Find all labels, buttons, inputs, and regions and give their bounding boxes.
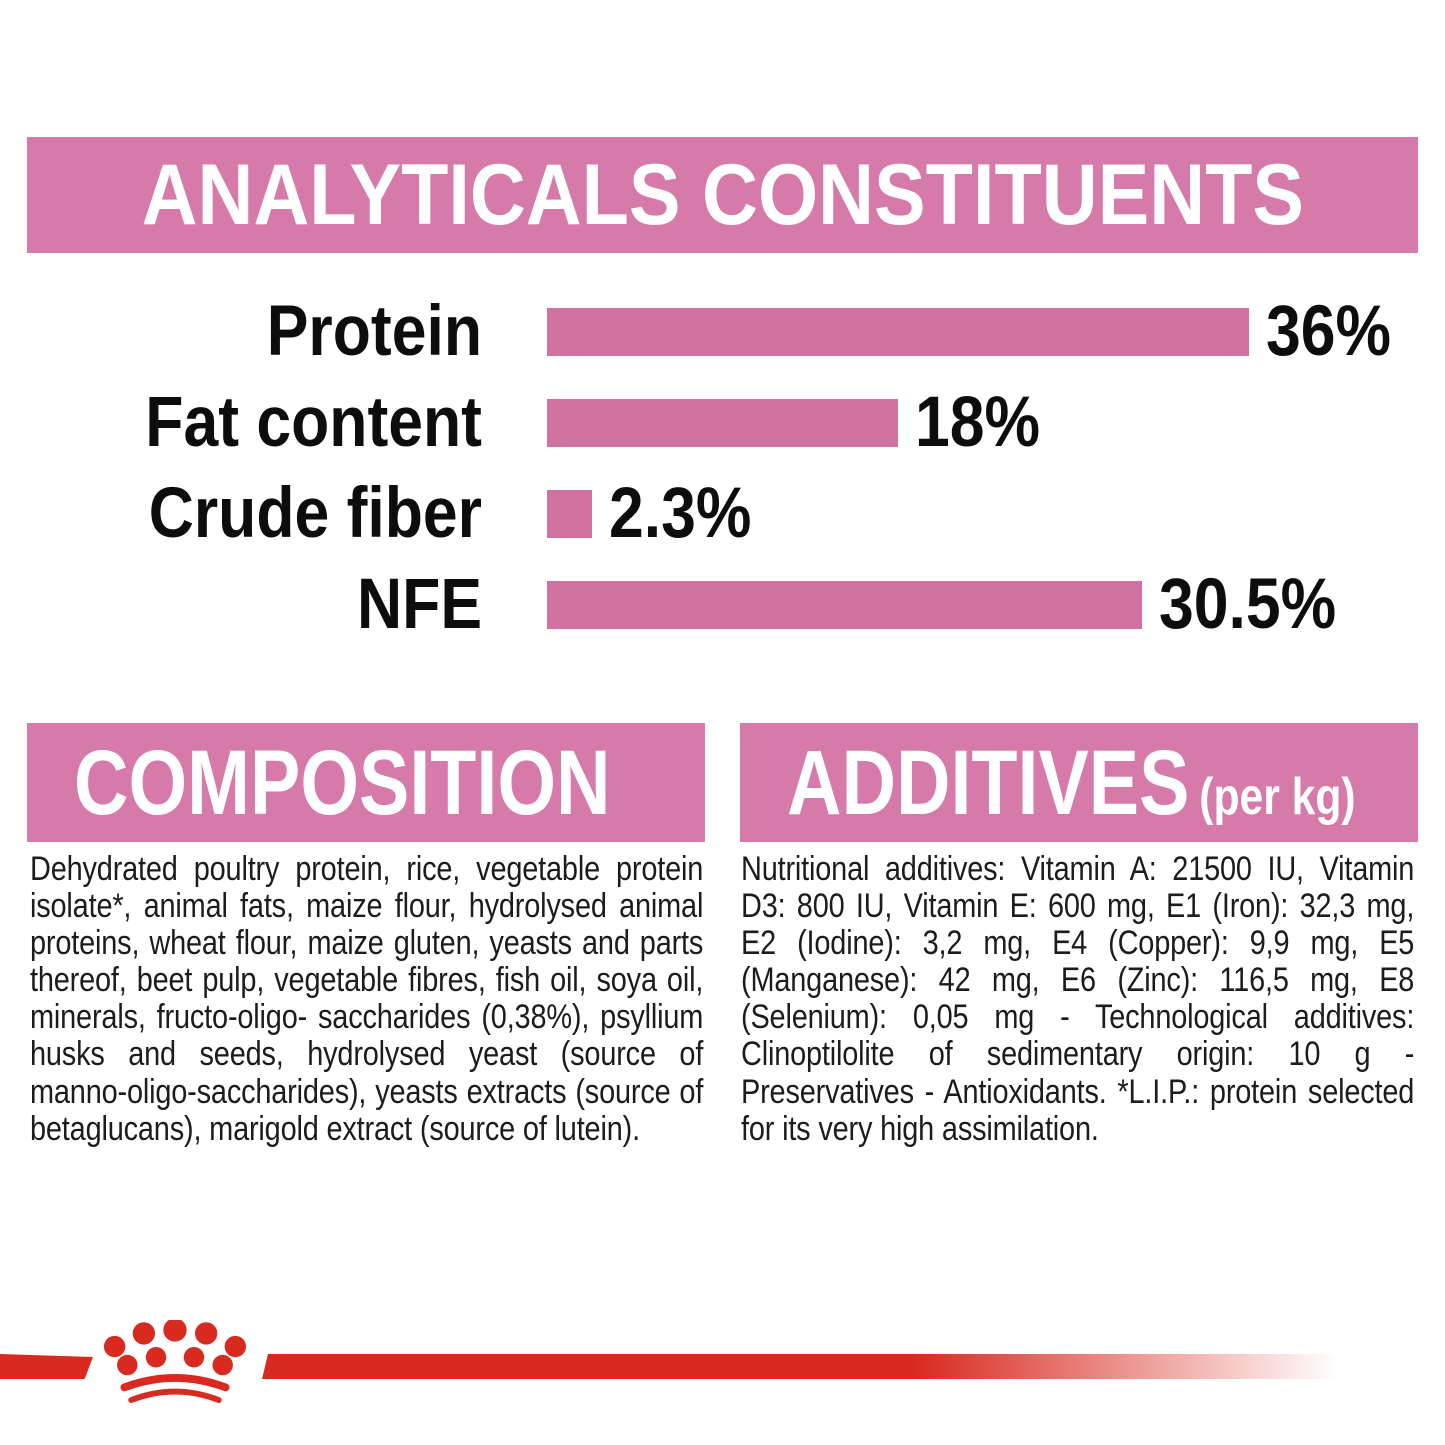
bar-category-label: Protein xyxy=(266,292,482,371)
royal-canin-crown-icon xyxy=(103,1320,247,1403)
additives-title-suffix: (per kg) xyxy=(1199,767,1356,826)
composition-body-text: Dehydrated poultry protein, rice, vegeta… xyxy=(30,850,704,1148)
red-band-right xyxy=(262,1354,1350,1379)
bar-value-label: 30.5% xyxy=(1159,565,1337,644)
bar-value-label: 36% xyxy=(1266,292,1392,371)
bar-category-label: Fat content xyxy=(145,383,482,462)
bar-value-label: 18% xyxy=(915,383,1041,462)
additives-title: ADDITIVES xyxy=(787,731,1190,834)
bar xyxy=(547,581,1142,629)
composition-banner: COMPOSITION xyxy=(27,723,705,842)
composition-title: COMPOSITION xyxy=(74,731,611,834)
bar-category-label: Crude fiber xyxy=(148,474,483,553)
red-band-left xyxy=(0,1354,93,1379)
bar xyxy=(547,399,898,447)
bar-category-label: NFE xyxy=(357,565,482,644)
additives-body-text: Nutritional additives: Vitamin A: 21500 … xyxy=(741,850,1415,1148)
additives-banner: ADDITIVES (per kg) xyxy=(740,723,1418,842)
bar xyxy=(547,308,1249,356)
bar xyxy=(547,490,592,538)
analyticals-title: ANALYTICALS CONSTITUENTS xyxy=(141,147,1304,243)
bar-value-label: 2.3% xyxy=(609,474,752,553)
analyticals-bar-chart: Protein 36% Fat content 18% Crude fiber 2.3% N… xyxy=(0,0,1445,660)
analyticals-banner: ANALYTICALS CONSTITUENTS xyxy=(27,137,1418,253)
